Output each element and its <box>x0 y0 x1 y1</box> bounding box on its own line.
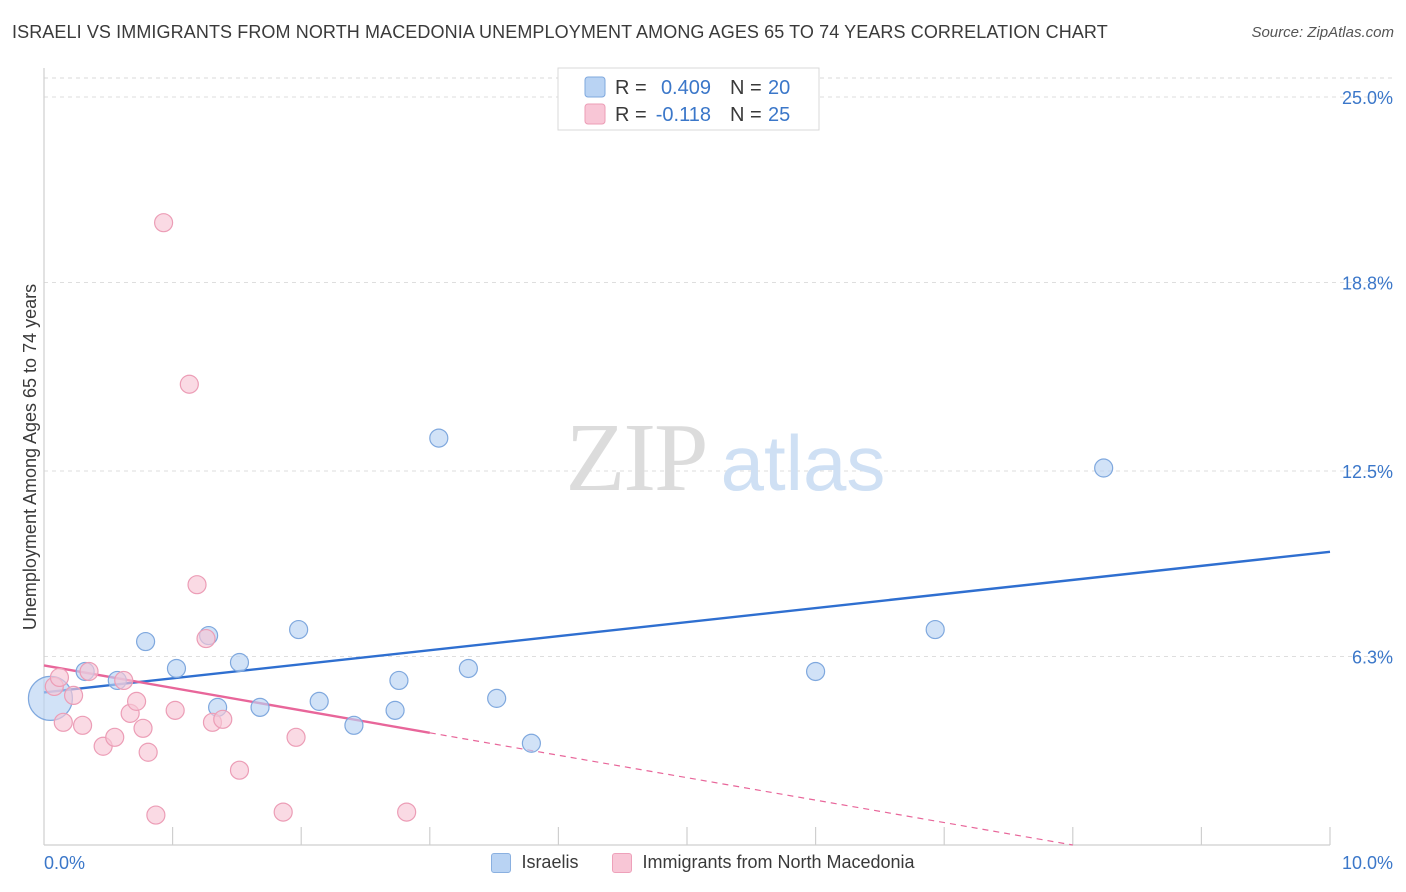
point-0-18 <box>805 661 826 682</box>
trend-line-1 <box>43 664 431 734</box>
point-1-16 <box>179 374 199 394</box>
source-credit: Source: ZipAtlas.com <box>1251 24 1394 41</box>
point-0-4 <box>166 658 187 679</box>
point-0-17 <box>521 733 541 753</box>
top-legend-r-label-1: R = <box>615 104 647 126</box>
trend-line-0 <box>43 550 1331 694</box>
point-1-11 <box>133 718 153 738</box>
y-tick-label-3: 25.0% <box>1342 88 1393 108</box>
y-tick-label-1: 12.5% <box>1342 462 1393 482</box>
point-1-2 <box>53 712 73 732</box>
point-0-7 <box>229 652 250 673</box>
point-0-11 <box>344 715 364 735</box>
legend-swatch-pink <box>612 852 633 873</box>
legend-swatch-blue <box>491 852 512 873</box>
point-1-3 <box>63 685 84 706</box>
top-legend-n-label-0: N = <box>730 77 762 99</box>
point-1-23 <box>286 727 306 747</box>
x-tick-label-max: 10.0% <box>1342 853 1393 873</box>
point-0-12 <box>385 700 405 720</box>
point-1-5 <box>79 661 99 682</box>
point-0-15 <box>458 658 478 679</box>
bottom-legend: Israelis Immigrants from North Macedonia <box>0 852 1406 873</box>
trend-line-dashed-1 <box>429 732 1073 846</box>
top-legend-swatch-0 <box>584 76 606 98</box>
y-axis-label: Unemployment Among Ages 65 to 74 years <box>20 284 40 630</box>
top-legend-r-value-0: 0.409 <box>661 77 711 99</box>
point-1-10 <box>126 691 147 711</box>
top-legend-n-value-0: 20 <box>768 77 790 99</box>
point-0-13 <box>389 670 409 691</box>
point-0-9 <box>289 619 309 640</box>
x-tick-label-min: 0.0% <box>44 853 85 873</box>
point-1-1 <box>49 667 70 688</box>
point-0-3 <box>135 631 156 652</box>
top-legend-swatch-1 <box>584 103 606 125</box>
top-legend-r-value-1: -0.118 <box>656 104 711 126</box>
watermark-zip: ZIP <box>566 404 707 512</box>
point-1-13 <box>146 805 166 825</box>
point-1-20 <box>213 709 233 729</box>
point-1-24 <box>397 802 417 822</box>
point-0-19 <box>925 619 945 640</box>
point-1-18 <box>196 628 216 649</box>
point-1-17 <box>187 575 207 595</box>
point-1-7 <box>105 727 125 747</box>
point-1-14 <box>153 213 174 233</box>
y-tick-label-2: 18.8% <box>1342 274 1393 294</box>
point-0-14 <box>429 428 449 448</box>
point-1-8 <box>114 670 134 691</box>
point-0-10 <box>309 691 329 711</box>
y-tick-label-0: 6.3% <box>1352 648 1393 668</box>
top-legend: R = 0.409 N = 20 R = -0.118 N = 25 <box>557 67 820 131</box>
top-legend-n-label-1: N = <box>730 104 762 126</box>
point-1-15 <box>165 700 185 720</box>
point-1-4 <box>72 715 93 735</box>
watermark-atlas: atlas <box>721 419 886 507</box>
legend-entry-israelis[interactable]: Israelis <box>491 852 578 873</box>
top-legend-r-label-0: R = <box>615 77 647 99</box>
point-1-12 <box>138 742 158 762</box>
chart-title: ISRAELI VS IMMIGRANTS FROM NORTH MACEDON… <box>12 22 1108 42</box>
legend-label-israelis: Israelis <box>521 852 579 872</box>
legend-entry-north-macedonia[interactable]: Immigrants from North Macedonia <box>612 852 915 873</box>
point-0-16 <box>487 688 507 708</box>
point-0-20 <box>1094 458 1114 478</box>
point-0-8 <box>250 697 270 717</box>
point-1-21 <box>229 760 250 780</box>
point-1-22 <box>273 802 293 822</box>
top-legend-n-value-1: 25 <box>768 104 790 126</box>
legend-label-north-macedonia: Immigrants from North Macedonia <box>642 852 915 872</box>
